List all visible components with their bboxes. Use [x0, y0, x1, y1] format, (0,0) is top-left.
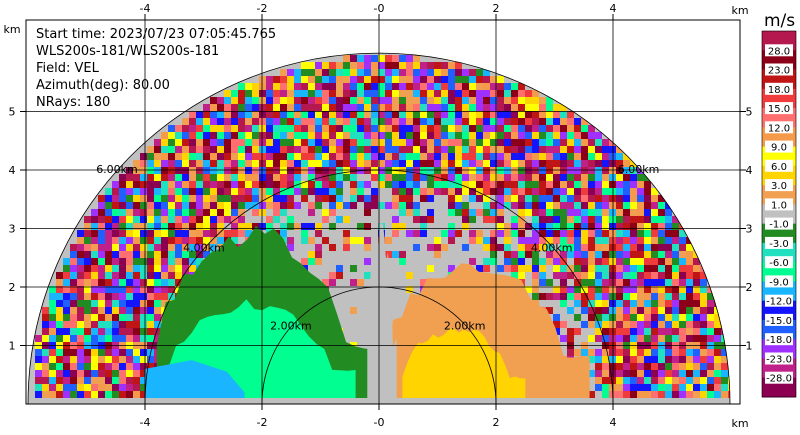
colorbar-tick-label: -15.0: [766, 316, 792, 327]
colorbar-unit: m/s: [764, 11, 795, 31]
colorbar-label-bg: [765, 179, 793, 192]
colorbar-label-bg: [765, 82, 793, 95]
colorbar-label-bg: [765, 256, 793, 269]
region-approaching-fast-patch: [145, 360, 245, 402]
noise-speckle: [35, 55, 730, 404]
range-ring-label: 2.00km: [444, 320, 486, 333]
colorbar-tick-label: 9.0: [771, 143, 787, 154]
x-tick-label-top: -0: [374, 2, 385, 15]
colorbar-label-bg: [765, 294, 793, 307]
x-tick-label-bottom: -0: [374, 416, 385, 429]
y-tick-label-right: 3: [746, 223, 753, 236]
colorbar-label-bg: [765, 44, 793, 57]
axis-unit-label: km: [731, 4, 748, 17]
colorbar-label-bg: [765, 159, 793, 172]
y-tick-label-left: 2: [9, 281, 16, 294]
x-tick-label-bottom: 4: [610, 416, 617, 429]
colorbar-tick-label: 23.0: [768, 66, 790, 77]
y-tick-label-right: 4: [746, 164, 753, 177]
x-tick-label-bottom: -2: [257, 416, 268, 429]
x-tick-label-top: -4: [140, 2, 151, 15]
x-tick-label-bottom: 2: [493, 416, 500, 429]
colorbar-tick-label: 28.0: [768, 46, 790, 57]
axis-unit-label: km: [731, 417, 748, 430]
nrays-label: NRays: 180: [36, 95, 110, 110]
colorbar-tick-label: 6.0: [771, 162, 787, 173]
x-tick-label-top: -2: [257, 2, 268, 15]
colorbar: m/s 28.0 23.0 18.0 15.0 12.0 9.0 6.0 3.0 1.0 -1.0…: [761, 11, 797, 398]
x-tick-label-bottom: -4: [140, 416, 151, 429]
colorbar-label-bg: [765, 63, 793, 76]
region-near-zero-column: [367, 220, 397, 402]
y-tick-label-right: 2: [746, 281, 753, 294]
y-tick-label-left: 3: [9, 223, 16, 236]
start-time-label: Start time: 2023/07/23 07:05:45.765: [36, 27, 276, 42]
colorbar-label-bg: [765, 371, 793, 384]
y-tick-label-left: 4: [9, 164, 16, 177]
colorbar-label-bg: [765, 140, 793, 153]
plot-frame: [25, 19, 741, 405]
instrument-label: WLS200s-181/WLS200s-181: [36, 44, 219, 59]
colorbar-label-bg: [765, 275, 793, 288]
azimuth-label: Azimuth(deg): 80.00: [36, 78, 170, 93]
colorbar-tick-label: -1.0: [769, 220, 789, 231]
colorbar-tick-label: -9.0: [769, 277, 789, 288]
axes: -4 -4 -2 -2 -0 -0 2 2 4 4 1 1 2 2 3 3 4 4 5 5 km km km: [3, 2, 752, 430]
range-ring-label: 2.00km: [270, 320, 312, 333]
x-tick-label-top: 4: [610, 2, 617, 15]
region-receding-core: [402, 328, 526, 402]
colorbar-label-bg: [765, 236, 793, 249]
colorbar-label-bg: [765, 333, 793, 346]
colorbar-tick-label: 15.0: [768, 104, 790, 115]
colorbar-tick-label: 12.0: [768, 123, 790, 134]
colorbar-label-bg: [765, 217, 793, 230]
y-tick-label-left: 1: [9, 340, 16, 353]
x-tick-label-top: 2: [493, 2, 500, 15]
y-tick-label-right: 1: [746, 340, 753, 353]
range-ring-label: 4.00km: [531, 241, 573, 254]
colorbar-frame: [761, 30, 797, 398]
colorbar-tick-label: -12.0: [766, 297, 792, 308]
colorbar-label-bg: [765, 198, 793, 211]
axis-unit-label: km: [3, 23, 20, 36]
radar-data-layer: [28, 53, 730, 404]
colorbar-tick-label: -3.0: [769, 239, 789, 250]
y-tick-label-left: 5: [9, 106, 16, 119]
info-block: Start time: 2023/07/23 07:05:45.765 WLS2…: [36, 27, 276, 110]
colorbar-tick-label: 1.0: [771, 200, 787, 211]
colorbar-label-bg: [765, 313, 793, 326]
colorbar-tick-label: -28.0: [766, 374, 792, 385]
colorbar-label-bg: [765, 102, 793, 115]
grid-lines: [26, 20, 740, 404]
colorbar-tick-label: 3.0: [771, 181, 787, 192]
colorbar-tick-label: -23.0: [766, 355, 792, 366]
colorbar-tick-label: -6.0: [769, 258, 789, 269]
colorbar-label-bg: [765, 352, 793, 365]
range-ring-label: 4.00km: [183, 241, 225, 254]
colorbar-label-bg: [765, 121, 793, 134]
colorbar-tick-label: -18.0: [766, 335, 792, 346]
field-label: Field: VEL: [36, 61, 100, 76]
colorbar-tick-label: 18.0: [768, 85, 790, 96]
y-tick-label-right: 5: [746, 106, 753, 119]
